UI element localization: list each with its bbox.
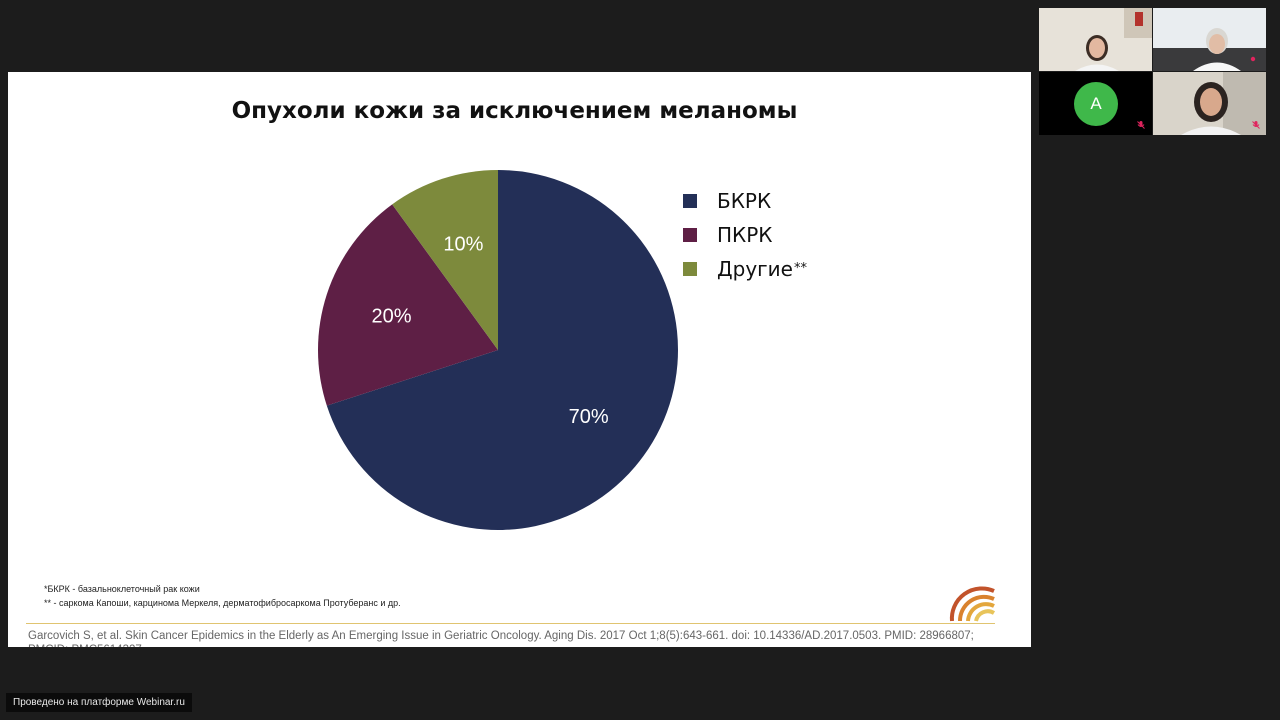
pie-slice-2: [318, 204, 498, 406]
legend-label-bkrk: БКРК: [717, 189, 772, 213]
participant-avatar: A: [1074, 82, 1118, 126]
legend-label-pkrk: ПКРК: [717, 223, 773, 247]
pie-slice-3: [392, 170, 498, 350]
legend-item-bkrk: БКРК: [683, 184, 807, 218]
participant-video-1[interactable]: [1039, 8, 1152, 71]
rainbow-logo-icon: [949, 586, 996, 622]
slide-title: Опухоли кожи за исключением меланомы: [231, 98, 798, 124]
pie-data-label-2: 20%: [371, 305, 411, 327]
footnote-other: ** - саркома Капоши, карцинома Меркеля, …: [44, 598, 401, 608]
participant-video-4[interactable]: [1153, 72, 1266, 135]
participant-avatar-tile[interactable]: A: [1039, 72, 1152, 135]
platform-branding-label: Проведено на платформе Webinar.ru: [6, 693, 192, 712]
reference-citation: Garcovich S, et al. Skin Cancer Epidemic…: [28, 630, 974, 647]
participant-video-2[interactable]: [1153, 8, 1266, 71]
legend-item-pkrk: ПКРК: [683, 218, 807, 252]
legend-swatch-other: [683, 262, 697, 276]
microphone-muted-icon: [1252, 121, 1260, 129]
pie-data-label-1: 70%: [569, 406, 609, 428]
pie-chart: 70% 20% 10%: [318, 170, 678, 530]
pie-data-label-3: 10%: [443, 233, 483, 255]
legend-swatch-pkrk: [683, 228, 697, 242]
microphone-muted-icon: [1137, 121, 1145, 129]
participant-2-image: [1153, 8, 1266, 71]
footer-rule: [26, 623, 995, 624]
pie-slice-1: [326, 170, 678, 530]
legend-item-other: Другие **: [683, 252, 807, 286]
participant-1-image: [1039, 8, 1152, 71]
participant-4-image: [1153, 72, 1266, 135]
legend-label-other: Другие: [717, 257, 793, 281]
presentation-slide: Опухоли кожи за исключением меланомы 70%…: [8, 72, 1031, 647]
chart-legend: БКРК ПКРК Другие **: [683, 184, 807, 286]
footnote-bkrk: *БКРК - базальноклеточный рак кожи: [44, 584, 200, 594]
legend-swatch-bkrk: [683, 194, 697, 208]
